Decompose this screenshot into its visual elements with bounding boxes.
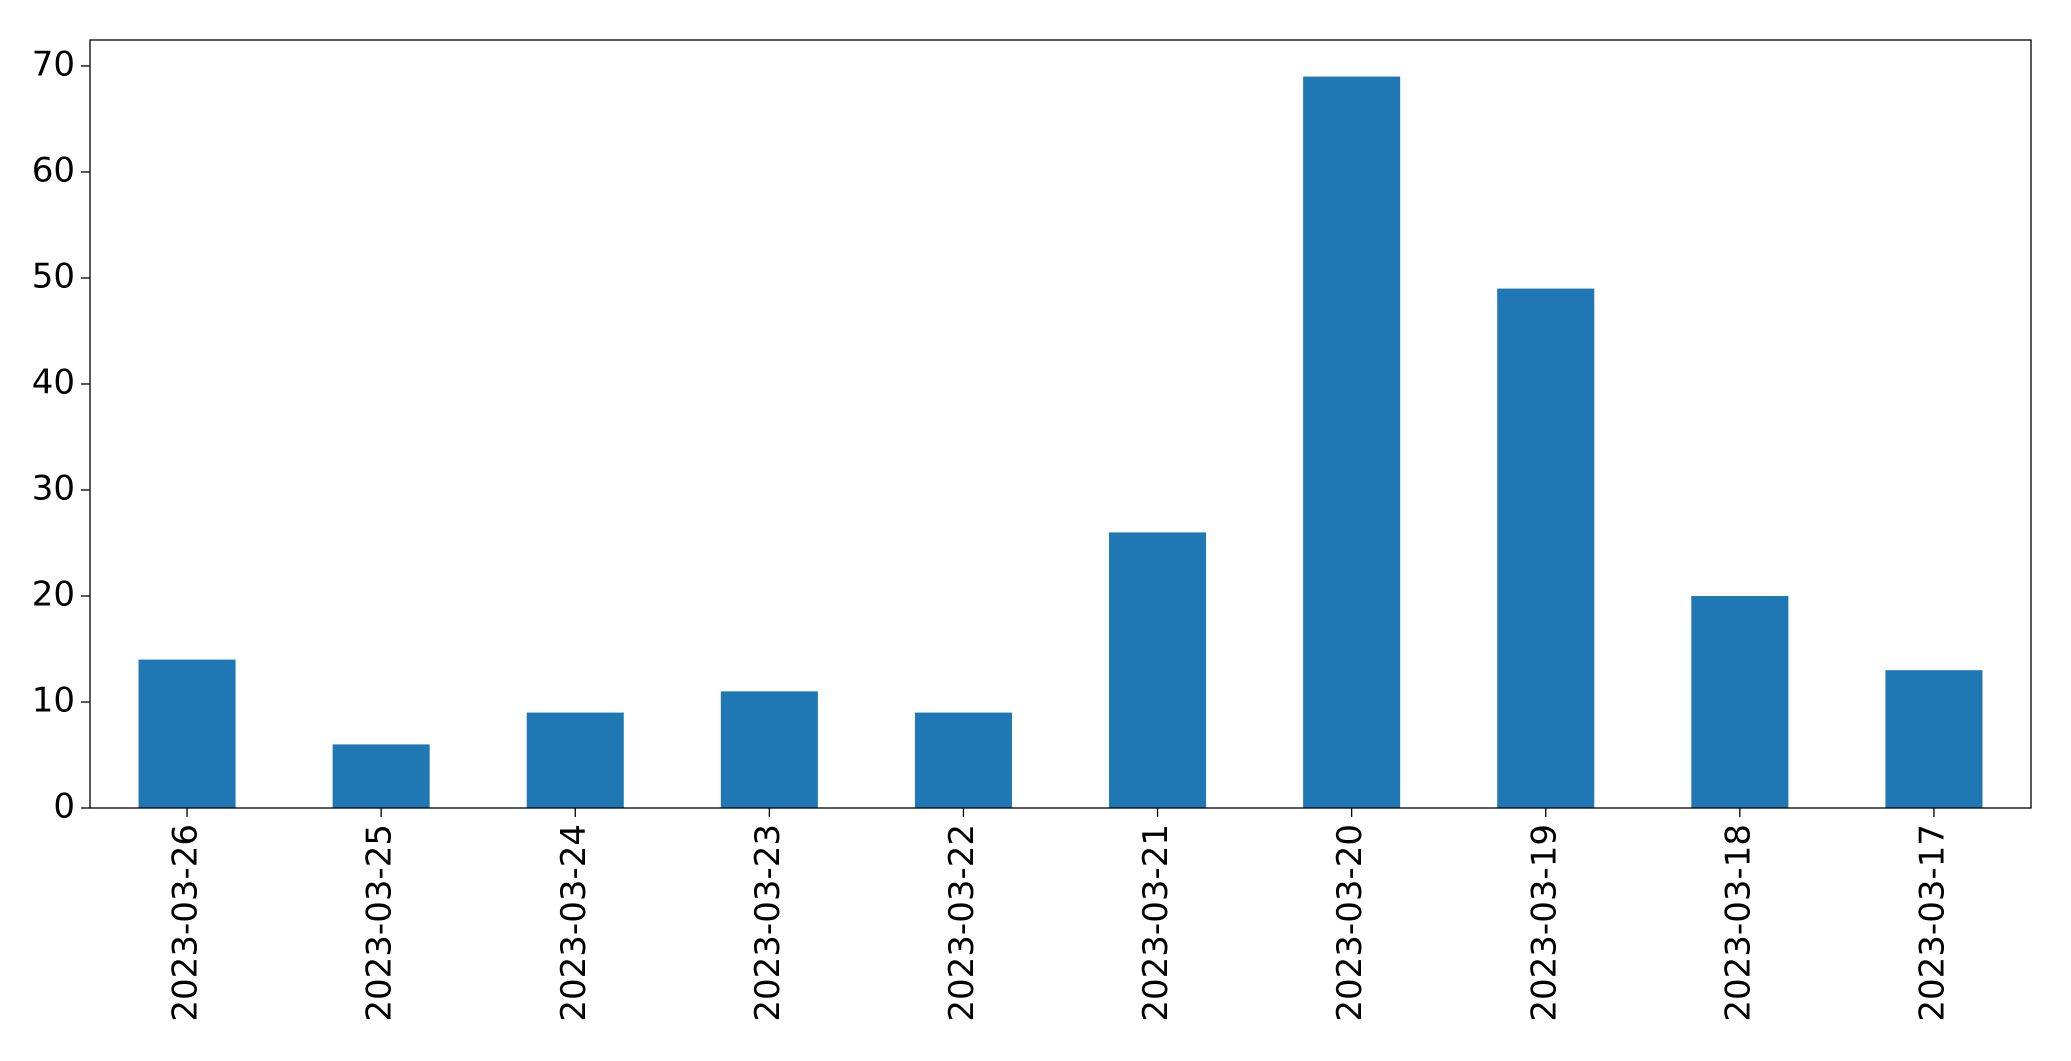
bar xyxy=(720,691,818,808)
bar xyxy=(1497,288,1595,808)
x-tick-label: 2023-03-18 xyxy=(1718,824,1758,1022)
x-tick-label: 2023-03-23 xyxy=(748,824,788,1022)
bar xyxy=(526,712,624,808)
y-tick-label: 70 xyxy=(32,44,75,84)
bar xyxy=(914,712,1012,808)
x-tick-label: 2023-03-20 xyxy=(1330,824,1370,1022)
x-tick-label: 2023-03-24 xyxy=(554,824,594,1022)
y-tick-label: 20 xyxy=(32,574,75,614)
y-tick-label: 40 xyxy=(32,362,75,402)
x-tick-label: 2023-03-21 xyxy=(1136,824,1176,1022)
y-tick-label: 10 xyxy=(32,680,75,720)
x-tick-label: 2023-03-17 xyxy=(1912,824,1952,1022)
bar xyxy=(1303,76,1401,809)
y-tick-label: 30 xyxy=(32,468,75,508)
x-tick-label: 2023-03-25 xyxy=(360,824,400,1022)
bar xyxy=(138,659,236,808)
y-tick-label: 0 xyxy=(53,787,75,827)
bar xyxy=(1885,670,1983,808)
x-tick-label: 2023-03-19 xyxy=(1524,824,1564,1022)
x-tick-label: 2023-03-26 xyxy=(166,824,206,1022)
bar xyxy=(1109,532,1207,808)
y-tick-label: 60 xyxy=(32,150,75,190)
bar xyxy=(332,744,430,808)
plot-frame xyxy=(89,39,2032,809)
bar xyxy=(1691,595,1789,808)
x-tick-label: 2023-03-22 xyxy=(942,824,982,1022)
y-tick-label: 50 xyxy=(32,256,75,296)
